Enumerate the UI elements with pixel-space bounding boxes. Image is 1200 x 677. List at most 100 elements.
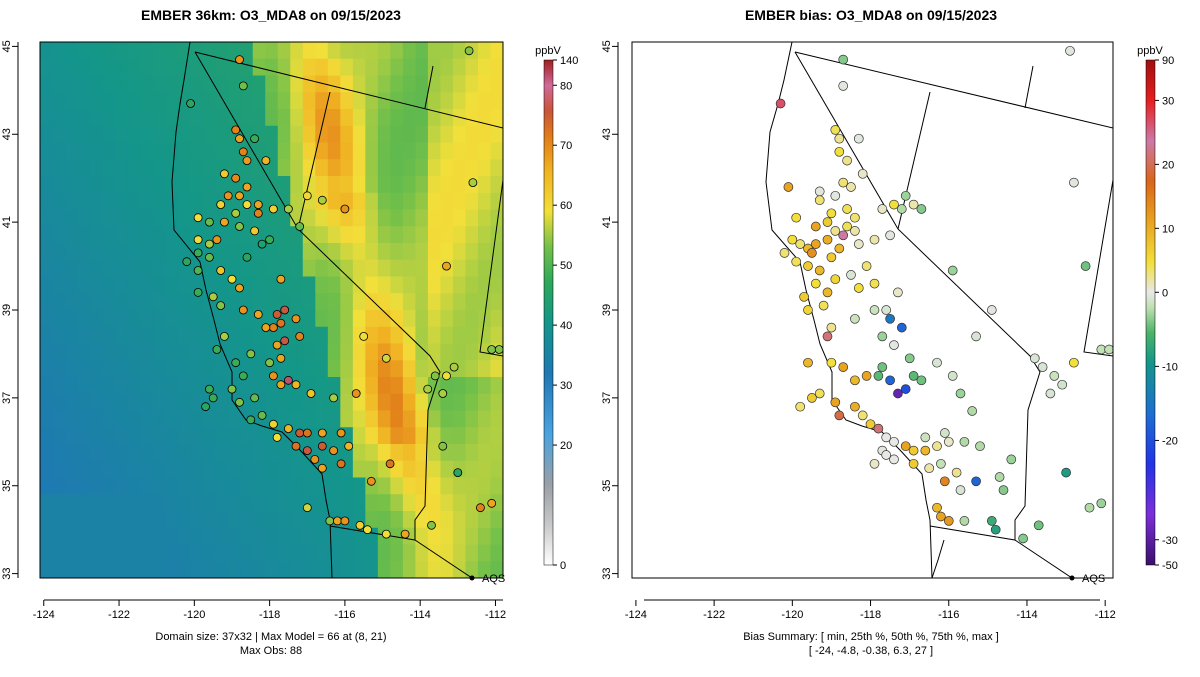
obs-site-marker[interactable] bbox=[302, 191, 312, 201]
bias-site-marker[interactable] bbox=[885, 313, 895, 324]
bias-site-marker[interactable] bbox=[889, 340, 899, 350]
obs-site-marker[interactable] bbox=[216, 200, 226, 210]
bias-site-marker[interactable] bbox=[775, 98, 786, 109]
obs-site-marker[interactable] bbox=[317, 463, 327, 473]
bias-site-marker[interactable] bbox=[1065, 45, 1075, 56]
obs-site-marker[interactable] bbox=[246, 415, 256, 425]
bias-site-marker[interactable] bbox=[885, 230, 895, 241]
bias-site-marker[interactable] bbox=[873, 423, 884, 434]
obs-site-marker[interactable] bbox=[268, 323, 278, 333]
obs-site-marker[interactable] bbox=[242, 182, 252, 192]
obs-site-marker[interactable] bbox=[235, 134, 244, 144]
bias-site-marker[interactable] bbox=[822, 331, 833, 342]
bias-site-marker[interactable] bbox=[810, 239, 821, 249]
bias-site-marker[interactable] bbox=[842, 155, 852, 166]
bias-site-marker[interactable] bbox=[908, 458, 919, 469]
bias-site-marker[interactable] bbox=[822, 234, 833, 245]
obs-site-marker[interactable] bbox=[193, 248, 203, 258]
bias-site-marker[interactable] bbox=[810, 221, 821, 232]
bias-site-marker[interactable] bbox=[1080, 261, 1091, 271]
bias-site-marker[interactable] bbox=[842, 221, 852, 232]
obs-site-marker[interactable] bbox=[280, 305, 290, 315]
bias-site-marker[interactable] bbox=[830, 226, 841, 236]
bias-site-marker[interactable] bbox=[807, 248, 817, 258]
obs-site-marker[interactable] bbox=[238, 81, 248, 91]
bias-site-marker[interactable] bbox=[990, 524, 1001, 535]
bias-site-marker[interactable] bbox=[877, 362, 888, 372]
bias-site-marker[interactable] bbox=[857, 410, 868, 421]
bias-site-marker[interactable] bbox=[869, 305, 880, 315]
obs-site-marker[interactable] bbox=[449, 362, 459, 372]
bias-site-marker[interactable] bbox=[986, 305, 997, 315]
obs-site-marker[interactable] bbox=[355, 520, 365, 530]
bias-site-marker[interactable] bbox=[830, 274, 841, 285]
obs-site-marker[interactable] bbox=[261, 156, 271, 166]
obs-site-marker[interactable] bbox=[494, 345, 503, 354]
bias-site-marker[interactable] bbox=[916, 375, 927, 386]
bias-site-marker[interactable] bbox=[838, 230, 849, 241]
bias-site-marker[interactable] bbox=[853, 283, 864, 293]
bias-site-marker[interactable] bbox=[795, 239, 806, 249]
obs-site-marker[interactable] bbox=[257, 239, 267, 249]
obs-site-marker[interactable] bbox=[317, 195, 327, 205]
bias-site-marker[interactable] bbox=[967, 406, 978, 416]
bias-site-marker[interactable] bbox=[947, 265, 958, 276]
obs-site-marker[interactable] bbox=[250, 226, 260, 236]
obs-site-marker[interactable] bbox=[291, 380, 301, 390]
obs-site-marker[interactable] bbox=[235, 397, 244, 407]
bias-site-marker[interactable] bbox=[834, 410, 845, 421]
obs-site-marker[interactable] bbox=[276, 380, 286, 390]
bias-site-marker[interactable] bbox=[1104, 344, 1114, 355]
obs-site-marker[interactable] bbox=[223, 191, 233, 201]
obs-site-marker[interactable] bbox=[204, 384, 214, 394]
bias-site-marker[interactable] bbox=[803, 357, 813, 368]
obs-site-marker[interactable] bbox=[295, 331, 305, 341]
obs-site-marker[interactable] bbox=[283, 375, 293, 385]
bias-site-marker[interactable] bbox=[850, 401, 860, 412]
bias-site-marker[interactable] bbox=[936, 511, 946, 522]
obs-site-marker[interactable] bbox=[340, 204, 350, 214]
obs-site-marker[interactable] bbox=[438, 389, 448, 398]
obs-site-marker[interactable] bbox=[329, 446, 339, 456]
obs-site-marker[interactable] bbox=[250, 393, 260, 403]
obs-site-marker[interactable] bbox=[268, 204, 278, 214]
obs-site-marker[interactable] bbox=[231, 358, 241, 368]
bias-site-marker[interactable] bbox=[822, 217, 833, 227]
bias-site-marker[interactable] bbox=[810, 278, 821, 289]
obs-site-marker[interactable] bbox=[291, 314, 301, 324]
obs-site-marker[interactable] bbox=[204, 217, 214, 227]
bias-site-marker[interactable] bbox=[908, 199, 919, 210]
obs-site-marker[interactable] bbox=[442, 371, 451, 381]
bias-site-marker[interactable] bbox=[850, 313, 860, 324]
bias-site-marker[interactable] bbox=[1061, 467, 1071, 478]
obs-site-marker[interactable] bbox=[212, 345, 222, 354]
bias-site-marker[interactable] bbox=[900, 441, 911, 452]
bias-site-marker[interactable] bbox=[885, 375, 895, 386]
obs-site-marker[interactable] bbox=[291, 441, 301, 451]
bias-site-marker[interactable] bbox=[947, 371, 958, 381]
obs-site-marker[interactable] bbox=[242, 156, 252, 166]
bias-site-marker[interactable] bbox=[779, 248, 790, 258]
obs-site-marker[interactable] bbox=[302, 446, 312, 456]
obs-site-marker[interactable] bbox=[201, 402, 211, 412]
bias-site-marker[interactable] bbox=[1084, 502, 1095, 513]
bias-site-marker[interactable] bbox=[861, 261, 872, 271]
bias-site-marker[interactable] bbox=[877, 204, 888, 214]
obs-site-marker[interactable] bbox=[310, 454, 320, 464]
bias-site-marker[interactable] bbox=[896, 322, 907, 333]
bias-site-marker[interactable] bbox=[838, 362, 849, 372]
bias-site-marker[interactable] bbox=[889, 454, 899, 465]
obs-site-marker[interactable] bbox=[363, 525, 372, 535]
obs-site-marker[interactable] bbox=[475, 503, 485, 513]
obs-site-marker[interactable] bbox=[231, 173, 241, 183]
bias-site-marker[interactable] bbox=[939, 476, 950, 487]
bias-site-marker[interactable] bbox=[791, 256, 802, 267]
obs-site-marker[interactable] bbox=[359, 331, 369, 341]
bias-site-marker[interactable] bbox=[943, 436, 954, 447]
obs-site-marker[interactable] bbox=[235, 222, 244, 231]
bias-site-marker[interactable] bbox=[908, 371, 919, 381]
obs-site-marker[interactable] bbox=[381, 529, 391, 539]
bias-site-marker[interactable] bbox=[869, 278, 880, 289]
bias-site-marker[interactable] bbox=[881, 432, 892, 443]
bias-site-marker[interactable] bbox=[916, 204, 927, 214]
